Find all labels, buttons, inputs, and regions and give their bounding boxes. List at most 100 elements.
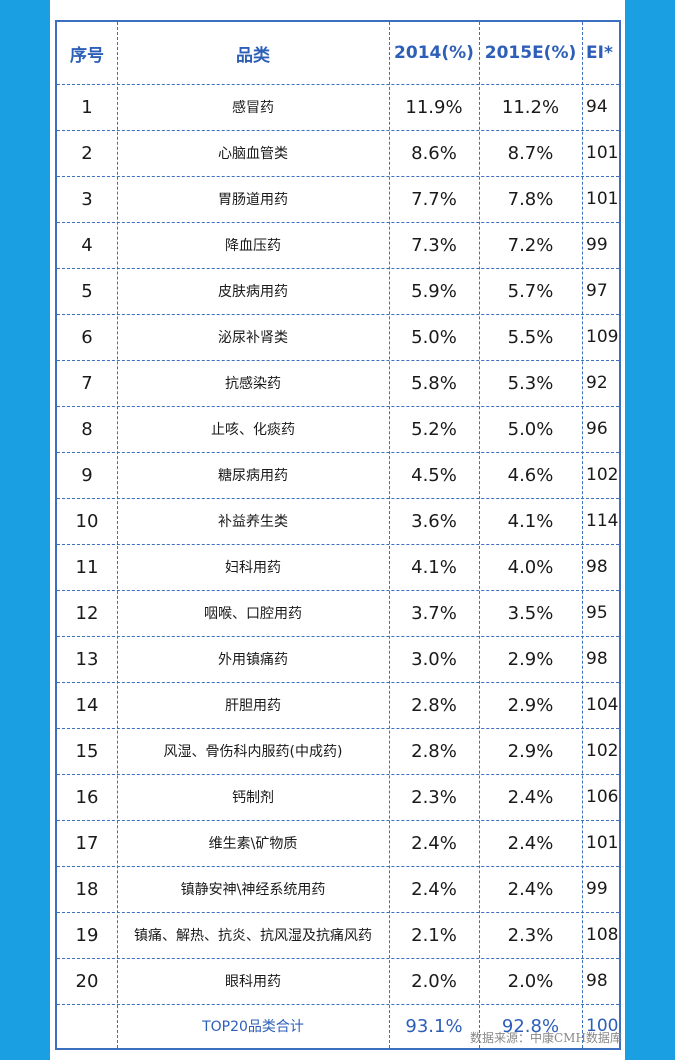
table-row-14-category: 肝胆用药 xyxy=(225,698,281,714)
table-row-16-y2014: 2.3% xyxy=(411,786,457,808)
table-row-13-y2015: 2.9% xyxy=(507,648,554,670)
table-row-10-index: 10 xyxy=(75,510,99,532)
table-row-12-index: 12 xyxy=(75,602,99,624)
row-divider xyxy=(57,268,619,269)
table-row-4-category: 降血压药 xyxy=(225,238,281,254)
table-row-14-index: 14 xyxy=(75,694,99,716)
table-row-15-y2014: 2.8% xyxy=(411,740,457,762)
table-row-13-ei: 98 xyxy=(586,649,608,669)
table-row-20-index: 20 xyxy=(75,970,99,992)
table-row-17-category: 维生素\矿物质 xyxy=(208,836,298,852)
row-divider xyxy=(57,866,619,867)
table-row-13-y2014: 3.0% xyxy=(411,648,457,670)
table-row-7-index: 7 xyxy=(81,372,93,394)
table-row-15-index: 15 xyxy=(75,740,99,762)
row-divider xyxy=(57,314,619,315)
data-table: 序号 品类 2014(%) 2015E(%) EI* 1 感冒药 11.9% 11.2% 94 2 心… xyxy=(55,20,621,1050)
table-row-16-category: 钙制剂 xyxy=(232,790,274,806)
row-divider xyxy=(57,912,619,913)
table-row-1-index: 1 xyxy=(81,96,93,118)
column-divider xyxy=(582,22,583,1048)
total-row-y2014: 93.1% xyxy=(405,1015,463,1037)
table-row-3-index: 3 xyxy=(81,188,93,210)
table-row-5-y2014: 5.9% xyxy=(411,280,457,302)
table-row-8-category: 止咳、化痰药 xyxy=(211,422,295,438)
row-divider xyxy=(57,452,619,453)
table-row-7-y2015: 5.3% xyxy=(507,372,554,394)
table-row-13-index: 13 xyxy=(75,648,99,670)
table-row-3-y2015: 7.8% xyxy=(507,188,554,210)
table-row-12-y2014: 3.7% xyxy=(411,602,457,624)
table-row-17-index: 17 xyxy=(75,832,99,854)
column-divider xyxy=(479,22,480,1048)
table-row-10-y2015: 4.1% xyxy=(507,510,554,532)
table-row-3-ei: 101 xyxy=(586,189,619,209)
table-row-7-category: 抗感染药 xyxy=(225,376,281,392)
table-row-7-ei: 92 xyxy=(586,373,608,393)
row-divider xyxy=(57,820,619,821)
table-row-19-y2014: 2.1% xyxy=(411,924,457,946)
table-row-1-y2015: 11.2% xyxy=(501,96,560,118)
table-row-16-index: 16 xyxy=(75,786,99,808)
table-row-2-y2014: 8.6% xyxy=(411,142,457,164)
table-row-5-y2015: 5.7% xyxy=(507,280,554,302)
header-y2014: 2014(%) xyxy=(394,43,474,63)
table-row-19-y2015: 2.3% xyxy=(507,924,554,946)
table-row-7-y2014: 5.8% xyxy=(411,372,457,394)
table-row-14-ei: 104 xyxy=(586,695,619,715)
table-row-9-ei: 102 xyxy=(586,465,619,485)
table-row-18-category: 镇静安神\神经系统用药 xyxy=(180,882,326,898)
table-row-20-y2015: 2.0% xyxy=(507,970,554,992)
table-row-19-category: 镇痛、解热、抗炎、抗风湿及抗痛风药 xyxy=(134,928,372,944)
table-row-13-category: 外用镇痛药 xyxy=(218,652,288,668)
table-row-2-y2015: 8.7% xyxy=(507,142,554,164)
row-divider xyxy=(57,360,619,361)
table-row-19-index: 19 xyxy=(75,924,99,946)
table-row-1-ei: 94 xyxy=(586,97,608,117)
table-row-10-y2014: 3.6% xyxy=(411,510,457,532)
table-row-20-category: 眼科用药 xyxy=(225,974,281,990)
table-row-1-category: 感冒药 xyxy=(232,100,274,116)
table-row-8-ei: 96 xyxy=(586,419,608,439)
row-divider xyxy=(57,176,619,177)
table-row-5-ei: 97 xyxy=(586,281,608,301)
row-divider xyxy=(57,728,619,729)
table-row-12-category: 咽喉、口腔用药 xyxy=(204,606,302,622)
table-row-11-y2015: 4.0% xyxy=(507,556,554,578)
table-row-17-y2014: 2.4% xyxy=(411,832,457,854)
row-divider xyxy=(57,130,619,131)
table-row-10-category: 补益养生类 xyxy=(218,514,288,530)
table-row-19-ei: 108 xyxy=(586,925,619,945)
row-divider xyxy=(57,1004,619,1005)
header-y2015: 2015E(%) xyxy=(484,43,577,63)
table-row-6-category: 泌尿补肾类 xyxy=(218,330,288,346)
row-divider xyxy=(57,636,619,637)
source-note: 数据来源：中康CMH数据库 xyxy=(470,1031,622,1045)
row-divider xyxy=(57,406,619,407)
table-row-4-index: 4 xyxy=(81,234,93,256)
table-row-6-ei: 109 xyxy=(586,327,619,347)
row-divider xyxy=(57,222,619,223)
table-row-18-y2014: 2.4% xyxy=(411,878,457,900)
total-row-ei: 100 xyxy=(586,1016,619,1036)
table-row-11-y2014: 4.1% xyxy=(411,556,457,578)
table-row-9-category: 糖尿病用药 xyxy=(218,468,288,484)
table-row-18-y2015: 2.4% xyxy=(507,878,554,900)
row-divider xyxy=(57,84,619,85)
column-divider xyxy=(117,22,118,1048)
table-row-1-y2014: 11.9% xyxy=(405,96,463,118)
table-row-18-ei: 99 xyxy=(586,879,608,899)
total-row-index xyxy=(57,1004,117,1048)
table-row-11-category: 妇科用药 xyxy=(225,560,281,576)
table-row-20-y2014: 2.0% xyxy=(411,970,457,992)
table-row-8-y2014: 5.2% xyxy=(411,418,457,440)
table-row-9-y2015: 4.6% xyxy=(507,464,554,486)
table-row-12-ei: 95 xyxy=(586,603,608,623)
table-row-8-index: 8 xyxy=(81,418,93,440)
total-row-y2015: 92.8% xyxy=(501,1015,560,1037)
table-row-6-index: 6 xyxy=(81,326,93,348)
table-row-14-y2015: 2.9% xyxy=(507,694,554,716)
row-divider xyxy=(57,590,619,591)
table-row-16-y2015: 2.4% xyxy=(507,786,554,808)
row-divider xyxy=(57,682,619,683)
